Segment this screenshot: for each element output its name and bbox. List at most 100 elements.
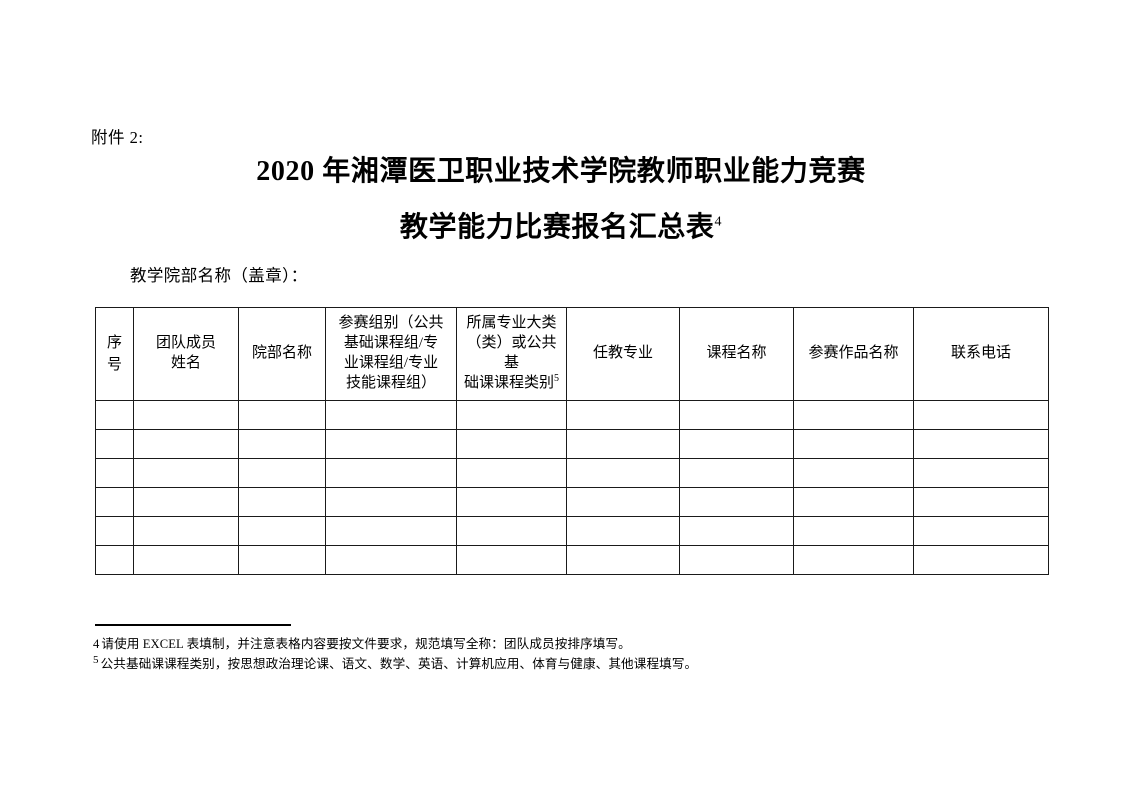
column-header-major-category-footnote-marker: 5 bbox=[554, 372, 559, 384]
column-header-work-name-line1: 参赛作品名称 bbox=[808, 345, 899, 362]
table-cell[interactable] bbox=[238, 400, 326, 430]
table-cell[interactable] bbox=[95, 516, 134, 546]
table-cell[interactable] bbox=[679, 516, 794, 546]
table-cell[interactable] bbox=[793, 458, 914, 488]
column-header-member-name: 团队成员 姓名 bbox=[133, 307, 239, 401]
footnote-marker: 4 bbox=[93, 637, 100, 651]
table-cell[interactable] bbox=[456, 458, 567, 488]
table-cell[interactable] bbox=[238, 458, 326, 488]
table-cell[interactable] bbox=[325, 429, 457, 459]
table-cell[interactable] bbox=[325, 545, 457, 575]
table-row[interactable] bbox=[95, 516, 1049, 546]
column-header-major-category-line3-wrapper: 础课课程类别5 bbox=[460, 372, 563, 394]
table-cell[interactable] bbox=[238, 487, 326, 517]
table-cell[interactable] bbox=[133, 516, 239, 546]
column-header-teaching-major-line1: 任教专业 bbox=[592, 345, 653, 362]
column-header-contest-group: 参赛组别（公共 基础课程组/专 业课程组/专业 技能课程组） bbox=[325, 307, 457, 401]
column-header-contest-group-line1: 参赛组别（公共 bbox=[338, 315, 444, 332]
table-cell[interactable] bbox=[913, 545, 1049, 575]
column-header-contest-group-line2: 基础课程组/专 bbox=[343, 335, 439, 352]
table-row[interactable] bbox=[95, 545, 1049, 575]
table-cell[interactable] bbox=[913, 429, 1049, 459]
table-cell[interactable] bbox=[456, 545, 567, 575]
table-cell[interactable] bbox=[95, 487, 134, 517]
column-header-dept-name: 院部名称 bbox=[238, 307, 326, 401]
table-cell[interactable] bbox=[133, 487, 239, 517]
table-cell[interactable] bbox=[133, 400, 239, 430]
footnote-4: 4 请使用 EXCEL 表填制，并注意表格内容要按文件要求，规范填写全称：团队成员… bbox=[93, 634, 1073, 654]
document-title: 2020 年湘潭医卫职业技术学院教师职业能力竞赛 教学能力比赛报名汇总表4 bbox=[0, 158, 1122, 242]
title-line-1: 2020 年湘潭医卫职业技术学院教师职业能力竞赛 bbox=[256, 156, 866, 187]
column-header-member-name-line2: 姓名 bbox=[170, 355, 201, 371]
table-cell[interactable] bbox=[793, 487, 914, 517]
table-cell[interactable] bbox=[679, 545, 794, 575]
table-cell[interactable] bbox=[793, 516, 914, 546]
table-cell[interactable] bbox=[238, 545, 326, 575]
table-cell[interactable] bbox=[679, 487, 794, 517]
table-cell[interactable] bbox=[238, 429, 326, 459]
footnote-separator bbox=[95, 624, 291, 626]
table-row[interactable] bbox=[95, 400, 1049, 430]
table-cell[interactable] bbox=[913, 458, 1049, 488]
table-cell[interactable] bbox=[679, 429, 794, 459]
table-cell[interactable] bbox=[566, 400, 680, 430]
table-header: 序 号 团队成员 姓名 院部名称 参赛组别（公共 基础课程组/专 业课程组/专业… bbox=[95, 307, 1049, 401]
column-header-teaching-major: 任教专业 bbox=[566, 307, 680, 401]
table-cell[interactable] bbox=[325, 400, 457, 430]
column-header-course-name: 课程名称 bbox=[679, 307, 794, 401]
table-cell[interactable] bbox=[793, 400, 914, 430]
table-row[interactable] bbox=[95, 429, 1049, 459]
column-header-major-category-line1: 所属专业大类 bbox=[466, 315, 557, 332]
column-header-contest-group-line4: 技能课程组） bbox=[345, 374, 436, 391]
table-cell[interactable] bbox=[679, 400, 794, 430]
title-footnote-marker: 4 bbox=[714, 214, 723, 230]
table-body bbox=[95, 400, 1049, 575]
table-cell[interactable] bbox=[95, 429, 134, 459]
table-cell[interactable] bbox=[133, 458, 239, 488]
table-cell[interactable] bbox=[566, 429, 680, 459]
table-cell[interactable] bbox=[325, 516, 457, 546]
column-header-seq: 序 号 bbox=[95, 307, 134, 401]
title-line-2: 教学能力比赛报名汇总表 bbox=[399, 212, 715, 243]
column-header-work-name: 参赛作品名称 bbox=[793, 307, 914, 401]
table-cell[interactable] bbox=[95, 545, 134, 575]
table-cell[interactable] bbox=[456, 487, 567, 517]
footnote-marker: 5 bbox=[93, 654, 99, 667]
column-header-major-category-line2: （类）或公共基 bbox=[466, 335, 557, 371]
table-cell[interactable] bbox=[133, 429, 239, 459]
table-cell[interactable] bbox=[793, 429, 914, 459]
table-cell[interactable] bbox=[325, 487, 457, 517]
table-cell[interactable] bbox=[566, 458, 680, 488]
table-row[interactable] bbox=[95, 487, 1049, 517]
table-cell[interactable] bbox=[325, 458, 457, 488]
column-header-member-name-line1: 团队成员 bbox=[155, 335, 216, 352]
footnote-text: 请使用 EXCEL 表填制，并注意表格内容要按文件要求，规范填写全称：团队成员按… bbox=[101, 637, 631, 651]
table-cell[interactable] bbox=[913, 400, 1049, 430]
table-cell[interactable] bbox=[566, 545, 680, 575]
table-cell[interactable] bbox=[456, 400, 567, 430]
registration-summary-table: 序 号 团队成员 姓名 院部名称 参赛组别（公共 基础课程组/专 业课程组/专业… bbox=[95, 307, 1049, 575]
column-header-course-name-line1: 课程名称 bbox=[706, 345, 767, 362]
table-header-row: 序 号 团队成员 姓名 院部名称 参赛组别（公共 基础课程组/专 业课程组/专业… bbox=[95, 307, 1049, 401]
title-line-2-wrapper: 教学能力比赛报名汇总表4 bbox=[0, 214, 1122, 242]
table-cell[interactable] bbox=[679, 458, 794, 488]
table-cell[interactable] bbox=[95, 458, 134, 488]
footnote-list: 4 请使用 EXCEL 表填制，并注意表格内容要按文件要求，规范填写全称：团队成员… bbox=[93, 634, 1073, 675]
table-cell[interactable] bbox=[793, 545, 914, 575]
table-row[interactable] bbox=[95, 458, 1049, 488]
column-header-contest-group-line3: 业课程组/专业 bbox=[343, 355, 439, 371]
table-cell[interactable] bbox=[95, 400, 134, 430]
table-cell[interactable] bbox=[238, 516, 326, 546]
table-cell[interactable] bbox=[133, 545, 239, 575]
table-cell[interactable] bbox=[913, 516, 1049, 546]
table-cell[interactable] bbox=[456, 516, 567, 546]
column-header-seq-line2: 号 bbox=[106, 357, 122, 373]
table-cell[interactable] bbox=[456, 429, 567, 459]
column-header-dept-name-line1: 院部名称 bbox=[251, 345, 312, 362]
table-cell[interactable] bbox=[566, 516, 680, 546]
column-header-major-category-line3: 础课课程类别 bbox=[463, 374, 554, 391]
column-header-contact-phone: 联系电话 bbox=[913, 307, 1049, 401]
table-cell[interactable] bbox=[913, 487, 1049, 517]
table-cell[interactable] bbox=[566, 487, 680, 517]
